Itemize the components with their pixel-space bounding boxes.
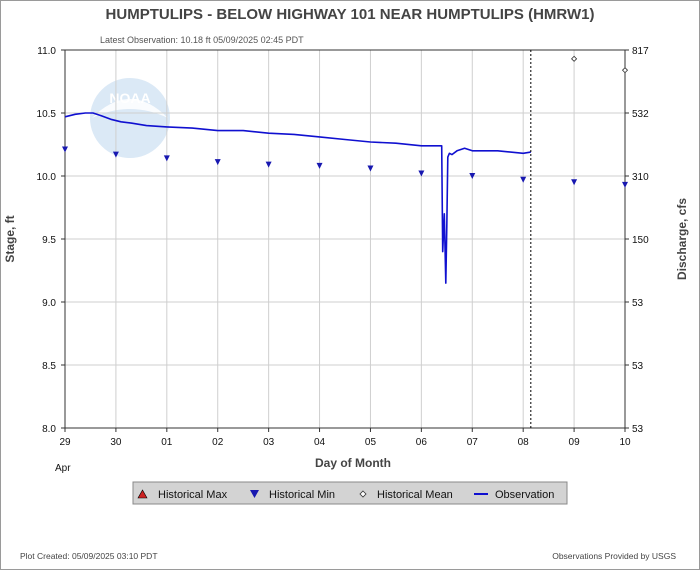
- historical-min-point: [418, 170, 425, 177]
- x-month-label: Apr: [55, 463, 71, 474]
- legend-historical-max-icon: [137, 489, 148, 499]
- historical-min-point: [62, 146, 68, 153]
- legend-historical-min-label: Historical Min: [269, 489, 335, 501]
- latest-observation: Latest Observation: 10.18 ft 05/09/2025 …: [100, 35, 304, 45]
- plot-created-text: Plot Created: 05/09/2025 03:10 PDT: [20, 551, 158, 561]
- y2-tick-label: 310: [632, 172, 649, 183]
- x-tick-label: 29: [59, 437, 71, 448]
- y2-tick-label: 150: [632, 235, 649, 246]
- y-tick-label: 10.5: [37, 109, 57, 120]
- y-axis-stage: 8.0 8.5 9.0 9.5 10.0 10.5 11.0: [37, 46, 65, 435]
- historical-mean-series: [571, 55, 629, 74]
- observation-line: [64, 112, 531, 284]
- noaa-logo-text: NOAA: [109, 90, 150, 106]
- x-tick-label: 04: [314, 437, 326, 448]
- legend-historical-min-icon: [250, 490, 259, 498]
- historical-min-point: [265, 161, 272, 168]
- legend-box: [132, 481, 568, 505]
- historical-min-point: [367, 165, 374, 172]
- legend-historical-max-label: Historical Max: [158, 489, 228, 501]
- x-tick-label: 06: [416, 437, 428, 448]
- y-axis-discharge: 53 53 53 150 310 532 817: [625, 46, 649, 435]
- chart-legend: Historical Max Historical Min Historical…: [132, 481, 568, 505]
- historical-min-point: [469, 173, 476, 179]
- historical-min-point: [112, 151, 119, 158]
- legend-historical-mean-label: Historical Mean: [377, 489, 453, 501]
- x-tick-label: 05: [365, 437, 377, 448]
- x-axis-label: Day of Month: [315, 456, 391, 470]
- legend-historical-mean-icon: [359, 490, 367, 498]
- historical-mean-point: [571, 55, 578, 62]
- chart-title: HUMPTULIPS - BELOW HIGHWAY 101 NEAR HUMP…: [106, 6, 595, 23]
- noaa-logo-circle: [90, 78, 170, 158]
- historical-min-series: [62, 146, 628, 188]
- noaa-logo-watermark: NOAA: [90, 78, 170, 158]
- y-tick-label: 10.0: [37, 172, 57, 183]
- y-tick-label: 8.5: [42, 361, 56, 372]
- historical-min-point: [163, 155, 170, 162]
- y2-tick-label: 53: [632, 424, 644, 435]
- y-tick-label: 11.0: [37, 46, 56, 57]
- x-tick-label: 02: [212, 437, 224, 448]
- y2-tick-label: 817: [632, 46, 649, 57]
- x-tick-label: 01: [161, 437, 173, 448]
- observation-series: [64, 112, 531, 284]
- y-tick-label: 9.0: [42, 298, 56, 309]
- y2-axis-label: Discharge, cfs: [675, 198, 689, 280]
- historical-min-point: [622, 181, 628, 188]
- y-axis-label: Stage, ft: [3, 215, 17, 262]
- historical-min-point: [571, 179, 578, 186]
- y2-tick-label: 53: [632, 361, 644, 372]
- historical-min-point: [316, 162, 323, 169]
- x-tick-label: 08: [518, 437, 530, 448]
- x-tick-label: 09: [569, 437, 581, 448]
- noaa-logo-bird: [92, 99, 168, 118]
- x-tick-label: 07: [467, 437, 479, 448]
- y2-tick-label: 532: [632, 109, 649, 120]
- x-tick-label: 10: [619, 437, 631, 448]
- y-tick-label: 9.5: [42, 235, 56, 246]
- x-axis: 29 30 01 02 03 04 05 06 07 08 09 10: [59, 428, 631, 448]
- x-tick-label: 03: [263, 437, 275, 448]
- historical-mean-point: [621, 67, 629, 74]
- historical-min-point: [214, 159, 221, 166]
- x-tick-label: 30: [110, 437, 122, 448]
- legend-observation-label: Observation: [495, 489, 554, 501]
- y2-tick-label: 53: [632, 298, 644, 309]
- y-tick-label: 8.0: [42, 424, 56, 435]
- provided-by-text: Observations Provided by USGS: [552, 551, 676, 561]
- historical-min-point: [520, 176, 527, 183]
